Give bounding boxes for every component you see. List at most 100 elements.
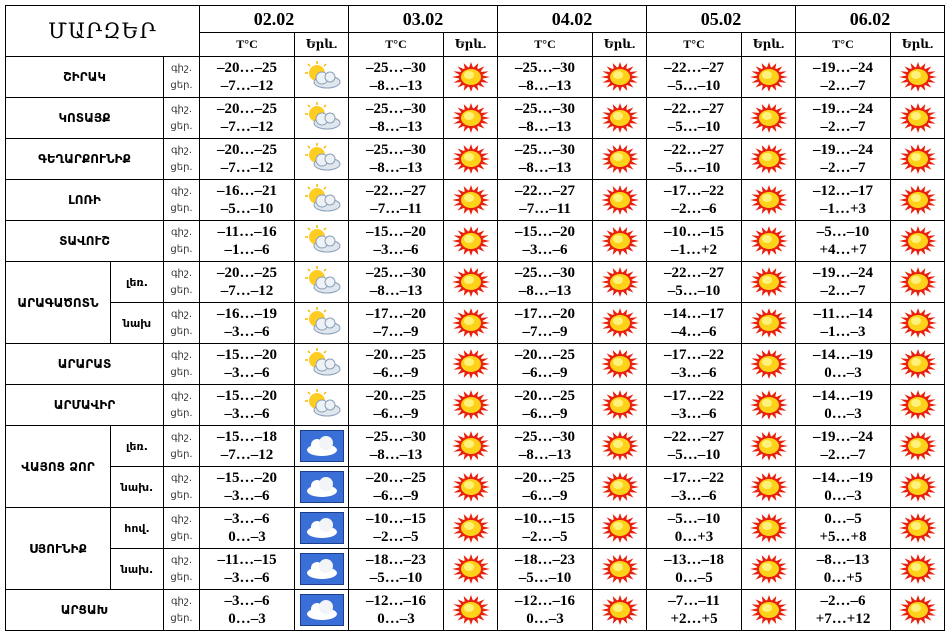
temp-night: –19…–24: [813, 265, 874, 281]
temp-night: –25…–30: [366, 101, 427, 117]
icon-graphic: [898, 185, 937, 215]
region-row: ԳԵՂԱՐՔՈՒՆԻՔ գիշ. ցեր. –20…–25 –7…–12 –25…–30–…: [5, 138, 946, 180]
region-name: ԱՐԱԳԱԾՈՏՆ: [5, 261, 111, 344]
temp-cell: –22…–27 –7…–11: [348, 179, 445, 221]
weather-icon: [443, 507, 499, 549]
temp-day: 0…–3: [526, 611, 564, 627]
temp-night: –20…–25: [366, 388, 427, 404]
temp-night: –14…–19: [813, 347, 874, 363]
weather-icon: [890, 343, 946, 385]
temp-cell: –25…–30 –8…–13: [348, 97, 445, 139]
icon-graphic: [451, 62, 490, 92]
icon-graphic: [898, 103, 937, 133]
temp-day: –5…–10: [220, 201, 274, 217]
temp-cell: –22…–27 –7…–11: [497, 179, 594, 221]
weather-icon: [294, 507, 350, 549]
weather-icon: [741, 302, 797, 344]
weather-icon: [592, 507, 648, 549]
temp-cell: –22…–27 –5…–10: [646, 97, 743, 139]
icon-graphic: [304, 307, 341, 335]
period-day: ցեր.: [170, 162, 193, 173]
temp-day: 0…–3: [228, 611, 266, 627]
temp-night: –12…–17: [813, 183, 874, 199]
temp-cell: –25…–30 –8…–13: [497, 425, 594, 467]
period-night: գիշ.: [170, 268, 193, 279]
weather-icon: [443, 138, 499, 180]
temp-cell: –17…–22 –3…–6: [646, 343, 743, 385]
date-header: 06.02: [795, 5, 946, 33]
zone-label: լեռ.: [110, 425, 164, 467]
temp-day: –5…–10: [369, 570, 423, 586]
icon-graphic: [304, 348, 341, 376]
weather-icon: [592, 302, 648, 344]
subheader-row: T°C Երև. T°C Երև. T°C Երև. T°C Երև. T°C Երև.: [6, 32, 946, 57]
period-cell: գիշ. ցեր.: [162, 179, 201, 221]
temp-night: –25…–30: [366, 60, 427, 76]
temp-night: –11…–14: [813, 306, 873, 322]
weather-icon: [741, 343, 797, 385]
temp-day: –3…–6: [224, 406, 270, 422]
temp-night: –25…–30: [366, 142, 427, 158]
icon-graphic: [451, 554, 490, 584]
icon-graphic: [451, 144, 490, 174]
weather-icon: [592, 343, 648, 385]
weather-icon: [294, 425, 350, 467]
temp-cell: –20…–25 –7…–12: [199, 56, 296, 98]
temp-day: –3…–6: [224, 488, 270, 504]
period-day: ցեր.: [170, 449, 193, 460]
temp-night: –13…–18: [664, 552, 725, 568]
weather-icon: [592, 220, 648, 262]
region-row: ԱՐԱԳԱԾՈՏՆ լեռ. գիշ. ցեր. –20…–25 –7…–12 –25…–3…: [5, 261, 946, 344]
weather-icon: [890, 220, 946, 262]
temp-cell: –19…–24 –2…–7: [795, 425, 892, 467]
icon-header: Երև.: [890, 32, 946, 57]
temp-day: 0…–3: [228, 529, 266, 545]
icon-graphic: [304, 143, 341, 171]
weather-icon: [890, 179, 946, 221]
icon-graphic: [304, 102, 341, 130]
temp-day: +2…+5: [670, 611, 718, 627]
temp-night: –17…–22: [664, 183, 725, 199]
period-night: գիշ.: [170, 227, 193, 238]
period-night: գիշ.: [170, 186, 193, 197]
zone-label: նախ.: [110, 466, 164, 508]
weather-icon: [592, 261, 648, 303]
weather-icon: [592, 384, 648, 426]
weather-icon: [294, 138, 350, 180]
temp-day: +5…+8: [819, 529, 867, 545]
weather-icon: [294, 343, 350, 385]
temp-day: –1…+3: [820, 201, 867, 217]
temp-cell: –20…–25 –6…–9: [497, 466, 594, 508]
region-row: ՍՅՈՒՆԻՔ հով. գիշ. ցեր. –3…–6 0…–3 –10…–15 –2…–5…: [5, 507, 946, 590]
region-name: ՎԱՅՈՑ ՁՈՐ: [5, 425, 111, 508]
temp-day: –6…–9: [522, 365, 568, 381]
icon-graphic: [600, 267, 639, 297]
icon-graphic: [898, 513, 937, 543]
temp-cell: –11…–15 –3…–6: [199, 548, 296, 590]
weather-icon: [890, 589, 946, 631]
temp-night: –19…–24: [813, 429, 874, 445]
temp-night: –16…–19: [217, 306, 278, 322]
icon-graphic: [898, 595, 937, 625]
temp-cell: –10…–15 –1…+2: [646, 220, 743, 262]
weather-icon: [443, 466, 499, 508]
weather-icon: [592, 179, 648, 221]
period-day: ցեր.: [170, 326, 193, 337]
temp-night: –15…–20: [217, 388, 278, 404]
weather-icon: [592, 466, 648, 508]
weather-icon: [443, 179, 499, 221]
region-name: ԼՈՌԻ: [5, 179, 164, 221]
temp-night: –22…–27: [366, 183, 427, 199]
weather-icon: [443, 548, 499, 590]
icon-graphic: [898, 62, 937, 92]
temp-day: –2…–5: [522, 529, 568, 545]
temp-night: –19…–24: [813, 101, 874, 117]
temp-night: –20…–25: [217, 142, 278, 158]
temp-cell: –25…–30 –8…–13: [497, 97, 594, 139]
icon-graphic: [304, 184, 341, 212]
period-day: ցեր.: [170, 408, 193, 419]
temp-night: –20…–25: [366, 347, 427, 363]
weather-icon: [741, 425, 797, 467]
temp-day: –3…–6: [522, 242, 568, 258]
temp-night: –12…–16: [515, 593, 576, 609]
